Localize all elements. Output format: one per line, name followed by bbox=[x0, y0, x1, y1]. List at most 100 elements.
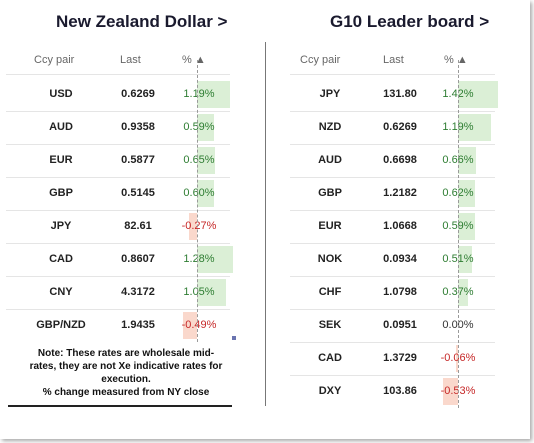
pct-change-cell: 1.28% bbox=[183, 253, 215, 265]
table-row[interactable]: USD 0.6269 1.19% bbox=[6, 78, 231, 111]
last-header: Last bbox=[120, 54, 141, 66]
table-row[interactable]: EUR 0.5877 0.65% bbox=[6, 144, 230, 177]
pct-change-cell: 1.05% bbox=[183, 286, 215, 298]
header-divider bbox=[6, 74, 230, 75]
table-row[interactable]: AUD 0.6698 0.66% bbox=[290, 144, 495, 177]
table-row[interactable]: CAD 1.3729 -0.06% bbox=[290, 342, 495, 375]
ccy-pair-cell[interactable]: CNY bbox=[49, 286, 73, 298]
last-rate-cell: 0.5877 bbox=[121, 154, 155, 166]
ccy-pair-cell[interactable]: EUR bbox=[49, 154, 73, 166]
table-row[interactable]: AUD 0.9358 0.59% bbox=[6, 111, 230, 144]
pct-header-sort[interactable]: % ▲ bbox=[182, 54, 206, 66]
last-rate-cell: 0.6269 bbox=[121, 88, 155, 100]
pct-header-sort[interactable]: % ▲ bbox=[444, 54, 468, 66]
ccy-pair-cell[interactable]: CHF bbox=[318, 286, 342, 298]
ccy-pair-cell[interactable]: GBP bbox=[49, 187, 73, 199]
change-bar bbox=[458, 279, 469, 306]
change-bar bbox=[197, 147, 216, 174]
row-divider bbox=[290, 309, 495, 310]
last-rate-cell: 103.86 bbox=[383, 385, 417, 397]
last-rate-cell: 0.8607 bbox=[121, 253, 155, 265]
ccy-pair-cell[interactable]: NZD bbox=[318, 121, 342, 133]
row-divider bbox=[6, 210, 230, 211]
ccy-pair-header: Ccy pair bbox=[300, 54, 341, 66]
last-rate-cell: 1.0668 bbox=[383, 220, 417, 232]
change-bar bbox=[197, 246, 233, 273]
header-divider bbox=[290, 74, 495, 75]
last-rate-cell: 82.61 bbox=[124, 220, 152, 232]
ccy-pair-cell[interactable]: NOK bbox=[317, 253, 343, 265]
table-row[interactable]: NOK 0.0934 0.51% bbox=[290, 243, 495, 276]
ccy-pair-cell[interactable]: USD bbox=[49, 88, 73, 100]
ccy-pair-cell[interactable]: AUD bbox=[318, 154, 342, 166]
table-row[interactable]: NZD 0.6269 1.19% bbox=[290, 111, 495, 144]
pct-change-cell: -0.06% bbox=[440, 352, 476, 364]
ccy-pair-cell[interactable]: DXY bbox=[318, 385, 342, 397]
last-rate-cell: 4.3172 bbox=[121, 286, 155, 298]
ccy-pair-cell[interactable]: GBP bbox=[318, 187, 342, 199]
row-divider bbox=[290, 375, 495, 376]
change-bar bbox=[197, 114, 214, 141]
nzd-panel-title[interactable]: New Zealand Dollar > bbox=[56, 12, 228, 31]
row-divider bbox=[290, 243, 495, 244]
table-row[interactable]: GBP/NZD 1.9435 -0.49% bbox=[6, 309, 230, 342]
resize-mark bbox=[232, 336, 236, 340]
ccy-pair-cell[interactable]: AUD bbox=[49, 121, 73, 133]
last-rate-cell: 1.9435 bbox=[121, 319, 155, 331]
ccy-pair-cell[interactable]: CAD bbox=[49, 253, 73, 265]
last-rate-cell: 1.3729 bbox=[383, 352, 417, 364]
change-bar bbox=[458, 213, 475, 240]
table-row[interactable]: JPY 82.61 -0.27% bbox=[6, 210, 230, 243]
change-bar bbox=[458, 180, 476, 207]
change-bar bbox=[458, 246, 473, 273]
change-bar bbox=[197, 180, 214, 207]
last-rate-cell: 131.80 bbox=[383, 88, 417, 100]
pct-change-cell: 1.42% bbox=[442, 88, 474, 100]
last-rate-cell: 0.6698 bbox=[383, 154, 417, 166]
ccy-pair-cell[interactable]: GBP/NZD bbox=[36, 319, 86, 331]
pct-change-cell: 0.65% bbox=[183, 154, 215, 166]
table-row[interactable]: SEK 0.0951 0.00% bbox=[290, 309, 495, 342]
last-rate-cell: 0.9358 bbox=[121, 121, 155, 133]
change-bar bbox=[197, 279, 227, 306]
ccy-pair-cell[interactable]: EUR bbox=[318, 220, 342, 232]
pct-change-cell: 0.37% bbox=[442, 286, 474, 298]
ccy-pair-cell[interactable]: SEK bbox=[318, 319, 342, 331]
table-row[interactable]: GBP 1.2182 0.62% bbox=[290, 177, 495, 210]
pct-change-cell: 0.60% bbox=[183, 187, 215, 199]
pct-change-cell: 0.62% bbox=[442, 187, 474, 199]
last-rate-cell: 0.0951 bbox=[383, 319, 417, 331]
row-divider bbox=[290, 210, 495, 211]
last-header: Last bbox=[383, 54, 404, 66]
table-row[interactable]: DXY 103.86 -0.53% bbox=[290, 375, 495, 408]
table-row[interactable]: CAD 0.8607 1.28% bbox=[6, 243, 233, 276]
pct-change-cell: 1.19% bbox=[442, 121, 474, 133]
ccy-pair-cell[interactable]: JPY bbox=[50, 220, 72, 232]
table-row[interactable]: CHF 1.0798 0.37% bbox=[290, 276, 495, 309]
note-underline bbox=[8, 405, 232, 407]
change-bar bbox=[458, 114, 492, 141]
ccy-pair-cell[interactable]: JPY bbox=[319, 88, 341, 100]
table-row[interactable]: JPY 131.80 1.42% bbox=[290, 78, 498, 111]
row-divider bbox=[290, 177, 495, 178]
pct-change-cell: -0.53% bbox=[440, 385, 476, 397]
last-rate-cell: 1.2182 bbox=[383, 187, 417, 199]
row-divider bbox=[6, 177, 230, 178]
pct-change-cell: 0.51% bbox=[442, 253, 474, 265]
row-divider bbox=[290, 342, 495, 343]
table-row[interactable]: GBP 0.5145 0.60% bbox=[6, 177, 230, 210]
last-rate-cell: 0.0934 bbox=[383, 253, 417, 265]
g10-panel-title[interactable]: G10 Leader board > bbox=[330, 12, 490, 31]
rates-note: Note: These rates are wholesale mid-rate… bbox=[29, 348, 223, 398]
row-divider bbox=[6, 309, 230, 310]
table-row[interactable]: CNY 4.3172 1.05% bbox=[6, 276, 230, 309]
row-divider bbox=[290, 144, 495, 145]
ccy-pair-header: Ccy pair bbox=[34, 54, 75, 66]
pct-change-cell: 0.66% bbox=[442, 154, 474, 166]
table-row[interactable]: EUR 1.0668 0.59% bbox=[290, 210, 495, 243]
row-divider bbox=[290, 276, 495, 277]
ccy-pair-cell[interactable]: CAD bbox=[318, 352, 342, 364]
pct-change-cell: 0.59% bbox=[183, 121, 215, 133]
last-rate-cell: 0.6269 bbox=[383, 121, 417, 133]
